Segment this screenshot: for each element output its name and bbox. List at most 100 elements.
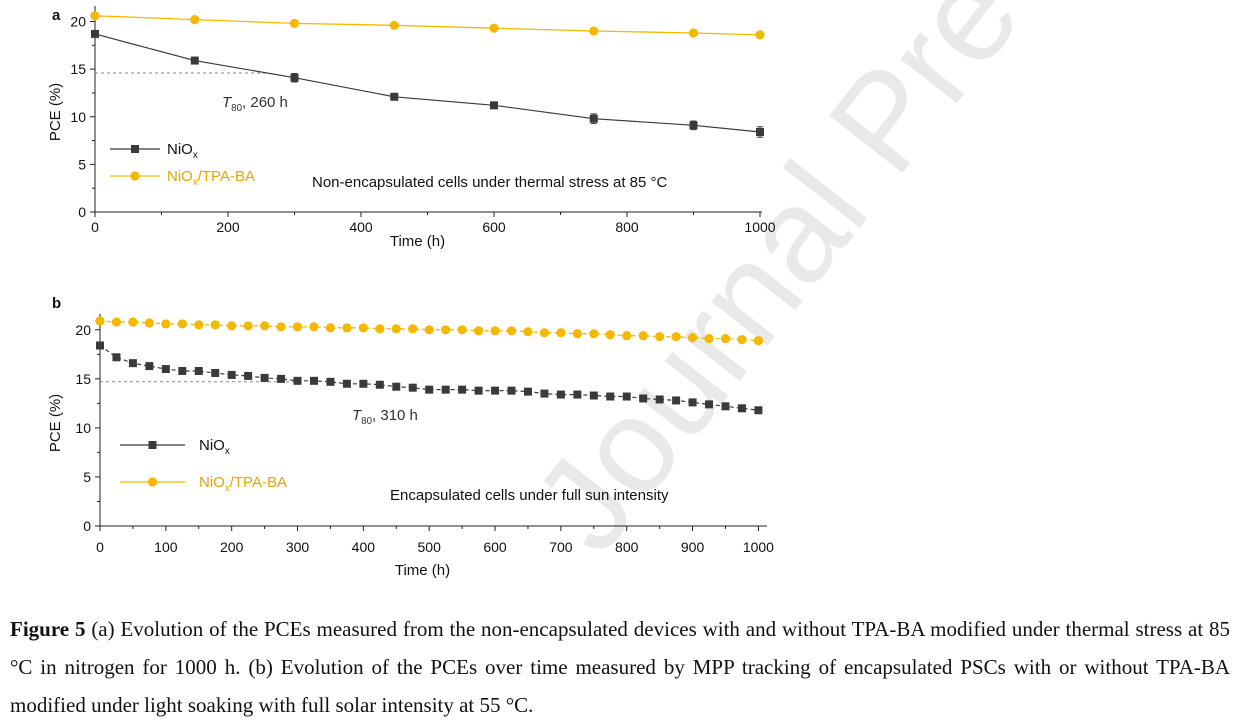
data-point-circle <box>671 332 681 342</box>
data-point-square <box>540 389 549 398</box>
data-point-square <box>756 128 764 136</box>
data-point-square <box>606 392 615 401</box>
x-tick-label: 600 <box>482 219 506 235</box>
x-tick-label: 200 <box>216 219 240 235</box>
data-point-circle <box>190 15 200 25</box>
data-point-square <box>408 383 417 392</box>
legend-label-0: NiOx <box>167 141 198 161</box>
data-point-circle <box>755 30 765 40</box>
data-point-square <box>227 370 236 379</box>
data-point-circle <box>589 329 599 339</box>
data-point-circle <box>276 322 286 332</box>
data-point-square <box>507 386 516 395</box>
x-tick-label: 200 <box>220 539 244 555</box>
data-point-circle <box>720 334 731 344</box>
data-point-circle <box>389 20 399 30</box>
y-axis-label: PCE (%) <box>47 83 64 141</box>
y-tick-label: 0 <box>78 204 86 220</box>
series-line-0 <box>99 345 759 411</box>
data-point-circle <box>391 324 401 334</box>
data-point-circle <box>227 321 237 331</box>
data-point-circle <box>342 323 352 333</box>
data-point-square <box>737 404 746 413</box>
panel-label: a <box>52 7 61 24</box>
data-point-square <box>589 114 598 123</box>
data-point-circle <box>638 331 648 341</box>
data-point-square <box>359 379 368 388</box>
data-point-square <box>91 29 99 38</box>
data-point-circle <box>289 18 300 29</box>
caption-label: Figure 5 <box>10 617 86 641</box>
legend-marker-square <box>148 441 157 449</box>
data-point-circle <box>210 320 220 330</box>
x-tick-label: 100 <box>154 539 178 555</box>
data-point-square <box>556 390 565 399</box>
data-point-square <box>260 373 269 382</box>
data-point-circle <box>408 324 418 334</box>
data-point-circle <box>704 334 714 344</box>
data-point-circle <box>424 325 434 335</box>
data-point-square <box>277 374 286 383</box>
data-point-square <box>490 101 498 110</box>
data-point-square <box>622 392 631 401</box>
x-tick-label: 700 <box>549 539 573 555</box>
t80-label: T80, 260 h <box>222 94 288 114</box>
data-point-square <box>721 402 730 411</box>
data-point-square <box>326 377 335 386</box>
data-point-circle <box>161 319 171 329</box>
caption-text: (a) Evolution of the PCEs measured from … <box>10 617 1231 717</box>
data-point-circle <box>95 316 105 326</box>
data-point-circle <box>589 26 599 36</box>
x-tick-label: 300 <box>286 539 310 555</box>
legend-marker-square <box>131 145 139 153</box>
x-tick-label: 800 <box>615 219 639 235</box>
panel-label: b <box>52 295 61 312</box>
data-point-circle <box>490 326 500 336</box>
data-point-circle <box>737 335 747 345</box>
data-point-square <box>178 367 187 376</box>
chart-annotation: Encapsulated cells under full sun intens… <box>390 487 669 504</box>
data-point-square <box>190 56 199 65</box>
data-point-circle <box>489 23 499 33</box>
data-point-circle <box>260 321 270 331</box>
y-axis-label: PCE (%) <box>47 394 64 452</box>
data-point-circle <box>457 325 467 335</box>
data-point-circle <box>688 28 699 38</box>
legend-label-0: NiOx <box>199 437 230 457</box>
data-point-circle <box>111 317 122 327</box>
data-point-square <box>491 386 500 395</box>
data-point-square <box>244 371 253 380</box>
data-point-square <box>441 385 450 394</box>
x-tick-label: 600 <box>483 539 507 555</box>
x-tick-label: 400 <box>349 219 373 235</box>
x-tick-label: 1000 <box>744 219 775 235</box>
data-point-square <box>128 359 137 368</box>
data-point-square <box>290 73 299 82</box>
data-point-circle <box>441 325 451 335</box>
y-tick-label: 20 <box>70 14 86 30</box>
data-point-square <box>161 365 170 374</box>
data-point-circle <box>292 322 303 332</box>
x-tick-label: 800 <box>615 539 639 555</box>
figure-caption: Figure 5 (a) Evolution of the PCEs measu… <box>10 610 1230 724</box>
data-point-circle <box>473 326 484 336</box>
data-point-circle <box>556 328 566 338</box>
data-point-square <box>655 395 664 404</box>
data-point-square <box>474 386 483 395</box>
y-tick-label: 0 <box>83 518 91 534</box>
legend-marker-circle <box>147 477 158 487</box>
data-point-circle <box>753 336 764 346</box>
data-point-circle <box>243 321 253 331</box>
data-point-square <box>392 382 401 391</box>
data-point-circle <box>90 11 100 21</box>
data-point-circle <box>687 333 698 343</box>
data-point-square <box>639 394 648 403</box>
data-point-square <box>458 385 467 394</box>
data-point-square <box>425 385 434 394</box>
data-point-square <box>96 341 104 350</box>
data-point-square <box>309 376 318 385</box>
legend-label-1: NiOx/TPA-BA <box>167 168 255 188</box>
